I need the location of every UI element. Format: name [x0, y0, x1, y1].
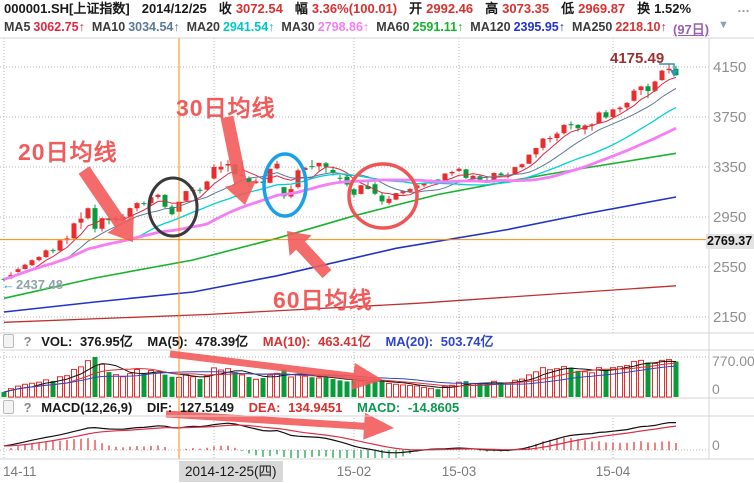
ma-legend-item: MA10 3034.54↑: [91, 20, 180, 34]
chevron-down-icon[interactable]: ▼: [718, 19, 729, 31]
macd-dea-value: 134.9451: [288, 400, 343, 415]
macd-header: ? MACD(12,26,9) DIF: 127.5149 DEA: 134.9…: [3, 400, 470, 416]
ma-legend-item: MA120 2395.95↑: [470, 20, 566, 34]
ma-legend-item: MA250 2218.10↑: [572, 20, 667, 34]
vol-ma10-value: 463.41亿: [318, 334, 371, 349]
pane-handle-icon[interactable]: [3, 334, 14, 348]
time-axis-label: 15-02: [336, 464, 372, 479]
low-price-label: ←2437.48: [2, 277, 63, 292]
svg-text:0: 0: [712, 381, 720, 397]
help-icon[interactable]: ?: [23, 334, 32, 349]
more-menu-button[interactable]: …: [737, 0, 750, 15]
ma-legend-items: MA5 3062.75↑ MA10 3034.54↑ MA20 2941.54↑ MA30 2…: [4, 18, 667, 36]
svg-text:4150: 4150: [713, 59, 746, 76]
annotation-text: 30日均线: [176, 95, 276, 121]
svg-text:3750: 3750: [713, 109, 746, 126]
quote-field: 开 2992.46: [409, 1, 474, 16]
svg-text:0: 0: [712, 437, 720, 453]
crosshair-price-label: 2769.37: [706, 234, 754, 249]
quote-field: 幅 3.36%(100.01): [294, 1, 398, 16]
vol-ma20-label: MA(20):: [385, 334, 434, 349]
low-price-value: 2437.48: [16, 277, 63, 292]
left-arrow-icon: ←: [2, 277, 15, 292]
quote-field: 换 1.52%: [637, 1, 692, 16]
svg-text:3350: 3350: [713, 159, 746, 176]
macd-dea-label: DEA:: [248, 400, 281, 415]
annotation-text: 20日均线: [18, 139, 118, 165]
ma-legend-item: MA5 3062.75↑: [4, 20, 85, 34]
svg-text:2950: 2950: [713, 209, 746, 226]
vol-value: 376.95亿: [79, 334, 133, 349]
pane-handle-icon[interactable]: [3, 400, 14, 414]
quote-field: 低 2969.87: [561, 1, 626, 16]
quote-field: 高 3073.35: [485, 1, 550, 16]
vol-ma5-label: MA(5):: [147, 334, 188, 349]
high-price-label: 4175.49: [610, 50, 665, 67]
volume-header: ? VOL: 376.95亿 MA(5): 478.39亿 MA(10): 46…: [3, 334, 505, 350]
macd-dif-value: 127.5149: [179, 400, 235, 415]
quote-date: 2014/12/25: [141, 1, 207, 16]
help-icon[interactable]: ?: [23, 400, 32, 415]
annotation-text: 60日均线: [273, 287, 373, 313]
time-axis-label: 14-11: [3, 464, 37, 479]
quote-bar: 000001.SH[上证指数] 2014/12/25 收 3072.54 幅 3.36…: [4, 1, 691, 17]
macd-macd-value: -14.8605: [407, 400, 460, 415]
ma-legend-item: MA20 2941.54↑: [186, 20, 275, 34]
quote-fields: 收 3072.54 幅 3.36%(100.01) 开 2992.46 高 3073.35 低 2…: [219, 1, 691, 17]
macd-macd-label: MACD:: [356, 400, 401, 415]
vol-ma5-value: 478.39亿: [195, 334, 249, 349]
vol-ma10-label: MA(10):: [262, 334, 311, 349]
time-axis-label: 15-04: [595, 464, 631, 479]
period-selector[interactable]: (97日): [673, 22, 710, 37]
crosshair-date-label: 2014-12-25(四): [179, 461, 283, 482]
macd-name: MACD(12,26,9): [41, 400, 133, 415]
quote-field: 收 3072.54: [218, 1, 283, 16]
time-axis: 2014-12-25(四) 14-11 15-02 15-03 15-04: [0, 460, 754, 483]
ma-legend-item: MA60 2591.11↑: [376, 20, 464, 34]
macd-dif-label: DIF:: [146, 400, 173, 415]
svg-text:2550: 2550: [713, 259, 746, 276]
vol-label: VOL:: [41, 334, 73, 349]
vol-ma20-value: 503.74亿: [440, 334, 494, 349]
time-axis-label: 15-03: [441, 464, 477, 479]
ma-legend: MA5 3062.75↑ MA10 3034.54↑ MA20 2941.54↑ MA30 2…: [4, 18, 667, 36]
ma-legend-item: MA30 2798.86↑: [281, 20, 370, 34]
svg-text:2150: 2150: [713, 309, 746, 326]
svg-text:770.00亿: 770.00亿: [712, 353, 754, 369]
symbol-name[interactable]: 000001.SH[上证指数]: [4, 1, 130, 16]
